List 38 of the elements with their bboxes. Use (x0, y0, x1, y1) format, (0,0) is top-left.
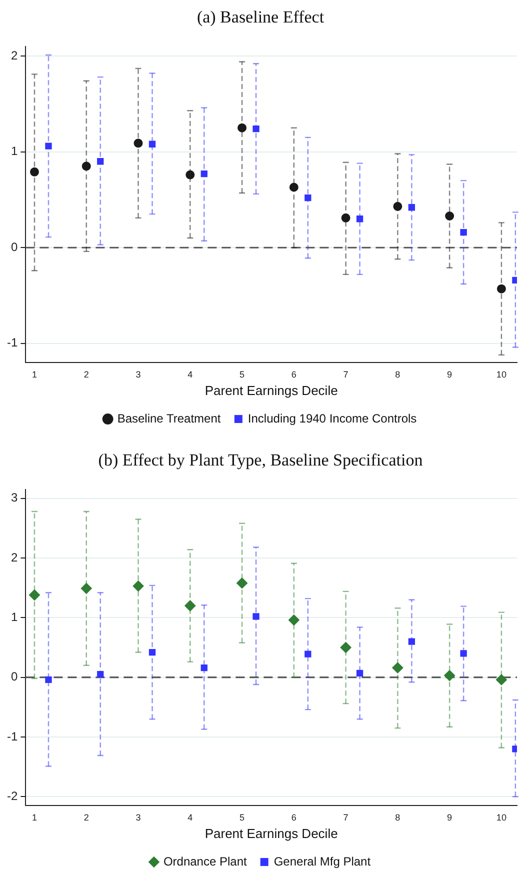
legend-label: Baseline Treatment (117, 411, 222, 426)
x-tick-label: 4 (188, 369, 193, 380)
x-tick-label: 7 (343, 369, 348, 380)
x-tick-label: 1 (32, 812, 37, 822)
x-tick-label: 9 (447, 812, 452, 822)
legend-label: General Mfg Plant (274, 854, 372, 868)
chart-title: (a) Baseline Effect (196, 8, 324, 27)
x-tick-label: 9 (447, 369, 452, 380)
y-tick-label: 1 (10, 610, 18, 624)
y-tick-label: -2 (7, 788, 18, 803)
x-tick-label: 5 (240, 812, 245, 822)
y-tick-label: 0 (10, 670, 18, 684)
legend-label: Including 1940 Income Controls (248, 411, 417, 426)
x-tick-label: 10 (496, 369, 506, 380)
x-tick-label: 3 (136, 812, 141, 822)
legend-label: Ordnance Plant (163, 854, 248, 868)
x-tick-label: 8 (395, 369, 400, 380)
x-tick-label: 5 (240, 369, 245, 380)
x-tick-label: 10 (496, 812, 506, 822)
x-tick-label: 4 (188, 812, 193, 822)
x-axis-title: Parent Earnings Decile (204, 826, 338, 841)
y-tick-label: 3 (10, 490, 18, 505)
y-tick-label: -1 (7, 336, 18, 350)
y-tick-label: 2 (10, 48, 18, 62)
y-tick-label: 0 (10, 240, 18, 254)
x-tick-label: 2 (84, 812, 89, 822)
x-tick-label: 6 (291, 369, 296, 380)
x-axis-title: Parent Earnings Decile (204, 382, 338, 398)
x-tick-label: 6 (291, 812, 296, 822)
chart-title: (b) Effect by Plant Type, Baseline Specification (98, 450, 424, 470)
y-tick-label: 1 (10, 144, 18, 158)
x-tick-label: 2 (84, 369, 89, 380)
x-tick-label: 3 (136, 369, 141, 380)
y-tick-label: 2 (10, 550, 18, 564)
x-tick-label: 8 (395, 812, 400, 822)
x-tick-label: 1 (32, 369, 37, 380)
x-tick-label: 7 (343, 812, 348, 822)
y-tick-label: -1 (7, 729, 18, 744)
